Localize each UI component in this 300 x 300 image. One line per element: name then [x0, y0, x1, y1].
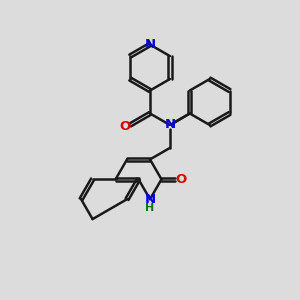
- Text: O: O: [119, 120, 130, 133]
- Text: N: N: [144, 193, 156, 206]
- Text: O: O: [176, 173, 187, 186]
- Text: H: H: [146, 203, 154, 213]
- Text: N: N: [164, 118, 175, 131]
- Text: N: N: [144, 38, 156, 50]
